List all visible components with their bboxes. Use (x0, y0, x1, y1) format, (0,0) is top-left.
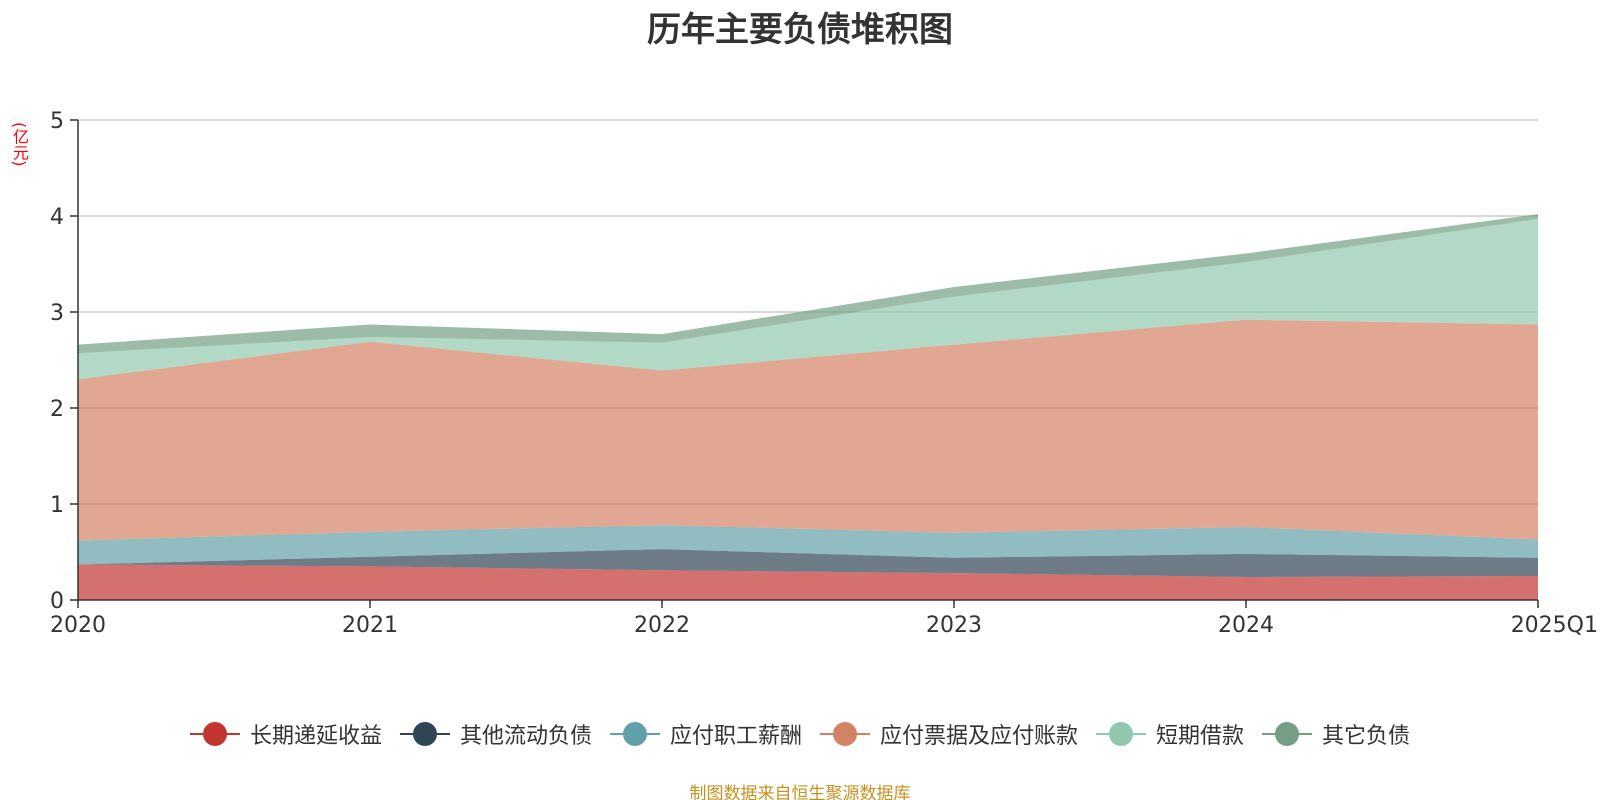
legend-label: 应付职工薪酬 (669, 724, 802, 749)
chart-plot: 0 1 2 3 4 5 2020 2021 2022 2023 2024 2025Q1 (50, 109, 1598, 638)
area-series-1 (78, 549, 1538, 577)
x-tick-label: 2024 (1218, 613, 1274, 638)
legend-item[interactable]: 其它负债 (1262, 718, 1410, 750)
legend-label: 长期递延收益 (249, 724, 382, 749)
y-tick-label: 1 (50, 493, 64, 518)
y-tick-label: 4 (50, 205, 64, 230)
x-tick-label: 2025Q1 (1511, 613, 1598, 638)
legend-label: 其它负债 (1322, 724, 1411, 749)
legend-label: 应付票据及应付账款 (880, 724, 1079, 749)
chart-legend: 长期递延收益 其他流动负债 应付职工薪酬 应付票据及应付账款 短期借款 其它负债 (0, 718, 1600, 750)
legend-item[interactable]: 应付票据及应付账款 (820, 718, 1078, 750)
legend-marker-icon (189, 721, 240, 747)
chart-title: 历年主要负债堆积图 (647, 10, 953, 50)
legend-item[interactable]: 应付职工薪酬 (609, 718, 802, 750)
y-tick-label: 0 (50, 589, 64, 614)
area-series-3 (78, 319, 1538, 541)
tick-labels: 0 1 2 3 4 5 2020 2021 2022 2023 2024 2025Q1 (50, 109, 1598, 638)
legend-item[interactable]: 短期借款 (1096, 718, 1244, 750)
legend-marker-icon (609, 721, 660, 747)
area-series-5 (78, 214, 1538, 354)
area-series-0 (78, 564, 1538, 600)
y-tick-label: 5 (50, 109, 64, 134)
x-tick-label: 2022 (634, 613, 690, 638)
legend-marker-icon (399, 721, 450, 747)
x-tick-label: 2021 (342, 613, 398, 638)
legend-label: 短期借款 (1156, 724, 1245, 749)
axes (70, 119, 1539, 608)
area-series-2 (78, 525, 1538, 565)
y-tick-label: 2 (50, 397, 64, 422)
y-axis-unit-label: (亿元) (10, 122, 29, 167)
area-series (78, 214, 1538, 600)
area-series-4 (78, 218, 1538, 380)
data-source-note: 制图数据来自恒生聚源数据库 (689, 784, 911, 800)
legend-item[interactable]: 长期递延收益 (189, 718, 382, 750)
legend-marker-icon (1262, 721, 1313, 747)
legend-label: 其他流动负债 (459, 724, 592, 749)
legend-marker-icon (1096, 721, 1147, 747)
legend-marker-icon (820, 721, 870, 747)
x-tick-label: 2023 (926, 613, 982, 638)
legend-item[interactable]: 其他流动负债 (399, 718, 592, 750)
y-tick-label: 3 (50, 301, 64, 326)
x-tick-label: 2020 (50, 613, 106, 638)
